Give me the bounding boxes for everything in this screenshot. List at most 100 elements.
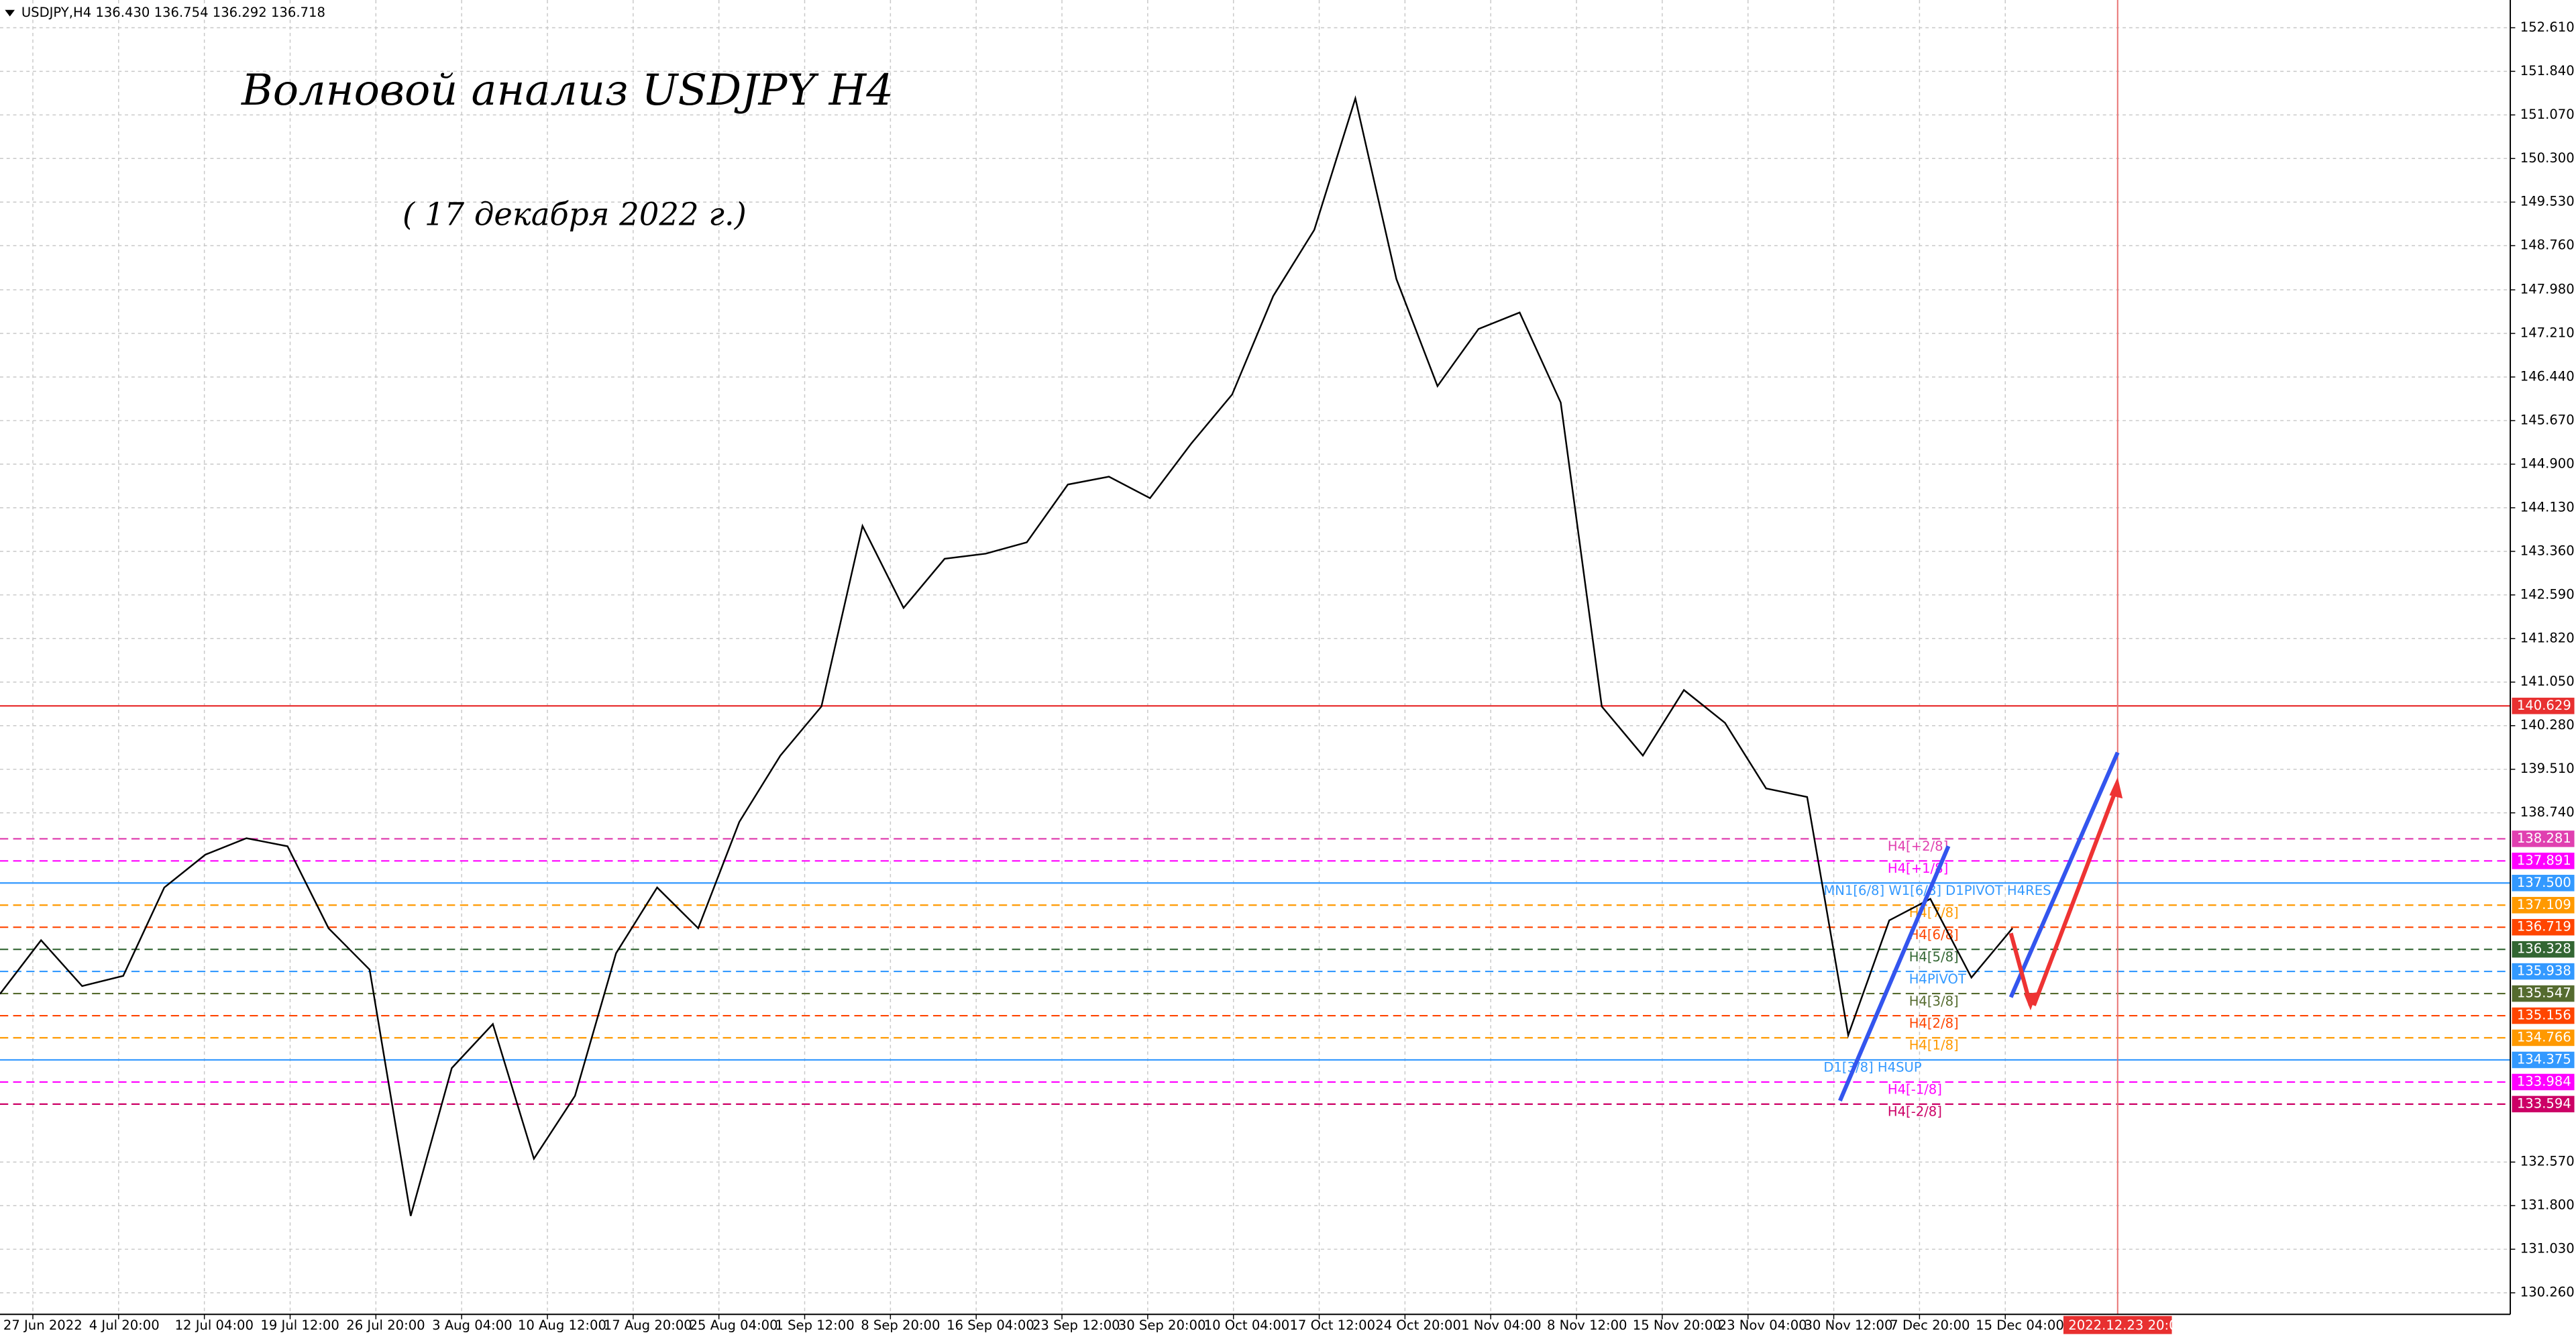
y-tick-label: 140.280 [2520, 717, 2575, 733]
level-name: H4[+1/8] [1888, 861, 1948, 876]
y-tick-label: 132.570 [2520, 1154, 2575, 1169]
x-tick-label: 10 Oct 04:00 [1204, 1318, 1290, 1333]
price-line [0, 95, 2013, 1216]
level-price-box [2512, 941, 2575, 958]
x-tick-label: 19 Jul 12:00 [260, 1318, 339, 1333]
x-tick-label: 15 Nov 20:00 [1633, 1318, 1721, 1333]
level-price: 136.719 [2517, 919, 2571, 934]
y-tick-label: 145.670 [2520, 412, 2575, 427]
y-tick-label: 151.070 [2520, 107, 2575, 122]
level-price-box [2512, 918, 2575, 936]
axes: 152.610 151.840 151.070 150.300 149.530 148.7… [3, 19, 2575, 1333]
level-name: H4[5/8] [1909, 949, 1959, 965]
level-price: 133.984 [2517, 1073, 2571, 1089]
level-price-box [2512, 1073, 2575, 1091]
y-tick-label: 130.260 [2520, 1285, 2575, 1300]
level-price: 137.109 [2517, 897, 2571, 912]
x-tick-label: 3 Aug 04:00 [432, 1318, 513, 1333]
y-tick-label: 146.440 [2520, 368, 2575, 384]
wave-line [2008, 751, 2120, 998]
level-name: H4[3/8] [1909, 994, 1959, 1009]
x-tick-label: 15 Dec 04:00 [1976, 1318, 2064, 1333]
level-price-box [2512, 831, 2575, 847]
y-tick-label: 139.510 [2520, 761, 2575, 776]
wave-arrow [2008, 932, 2033, 1006]
level-price-box [2512, 853, 2575, 869]
x-tick-label: 23 Sep 12:00 [1032, 1318, 1120, 1333]
x-tick-label: 1 Sep 12:00 [775, 1318, 854, 1333]
y-tick-label: 149.530 [2520, 194, 2575, 209]
y-tick-label: 131.800 [2520, 1197, 2575, 1213]
level-price-box [2512, 1095, 2575, 1113]
x-tick-label: 8 Sep 20:00 [861, 1318, 940, 1333]
subtitle: ( 17 декабря 2022 г.) [402, 196, 747, 232]
y-tick-label: 147.980 [2520, 282, 2575, 297]
level-name: H4[2/8] [1909, 1016, 1959, 1031]
y-tick-label: 152.610 [2520, 19, 2575, 35]
level-price-box [2512, 1007, 2575, 1024]
y-tick-label: 147.210 [2520, 325, 2575, 341]
wave-arrow [2031, 784, 2120, 1006]
level-price: 135.938 [2517, 963, 2571, 979]
y-tick-label: 143.360 [2520, 543, 2575, 558]
level-name: H4[1/8] [1909, 1038, 1959, 1053]
arrow-head [2109, 777, 2123, 799]
y-tick-label: 144.900 [2520, 456, 2575, 471]
y-tick-label: 142.590 [2520, 586, 2575, 602]
level-price-box [2512, 963, 2575, 980]
level-price: 140.629 [2517, 698, 2571, 713]
y-tick-label: 138.740 [2520, 804, 2575, 820]
x-tick-label: 26 Jul 20:00 [346, 1318, 425, 1333]
level-name: H4[-2/8] [1888, 1104, 1942, 1120]
x-tick-label: 25 Aug 04:00 [690, 1318, 778, 1333]
y-tick-label: 148.760 [2520, 237, 2575, 253]
level-price: 138.281 [2517, 831, 2571, 846]
level-name: MN1[6/8] W1[6/8] D1PIVOT H4RES [1823, 883, 2051, 898]
level-price: 137.891 [2517, 853, 2571, 868]
level-price: 134.375 [2517, 1051, 2571, 1067]
level-name: H4PIVOT [1909, 971, 1967, 987]
level-name: H4[-1/8] [1888, 1082, 1942, 1097]
x-tick-label: 7 Dec 20:00 [1890, 1318, 1970, 1333]
x-tick-label: 30 Sep 20:00 [1118, 1318, 1206, 1333]
level-price: 134.766 [2517, 1029, 2571, 1045]
y-tick-label: 144.130 [2520, 499, 2575, 515]
x-tick-label: 4 Jul 20:00 [89, 1318, 160, 1333]
level-price: 137.500 [2517, 875, 2571, 890]
y-tick-label: 131.030 [2520, 1241, 2575, 1256]
y-tick-label: 150.300 [2520, 150, 2575, 166]
x-tick-label: 1 Nov 04:00 [1461, 1318, 1542, 1333]
level-price: 135.156 [2517, 1008, 2571, 1023]
x-tick-label: 27 Jun 2022 [3, 1318, 83, 1333]
level-price-box [2512, 1029, 2575, 1047]
x-tick-label: 23 Nov 04:00 [1719, 1318, 1807, 1333]
x-tick-label: 24 Oct 20:00 [1375, 1318, 1461, 1333]
y-tick-label: 141.050 [2520, 674, 2575, 689]
cursor-time: 2022.12.23 20:00 [2068, 1318, 2186, 1333]
x-tick-label: 30 Nov 12:00 [1804, 1318, 1892, 1333]
level-price-box [2512, 875, 2575, 892]
level-price-box [2512, 698, 2575, 714]
level-price: 136.328 [2517, 941, 2571, 957]
menu-icon[interactable] [5, 9, 15, 17]
x-tick-label: 16 Sep 04:00 [947, 1318, 1034, 1333]
plot [0, 95, 2013, 1216]
x-tick-label: 8 Nov 12:00 [1547, 1318, 1627, 1333]
levels: H4[+2/8] H4[+1/8] MN1[6/8] W1[6/8] D1PIVOT… [0, 705, 2511, 1120]
level-price: 135.547 [2517, 985, 2571, 1001]
cursor-time-box [2063, 1316, 2172, 1334]
x-tick-label: 12 Jul 04:00 [175, 1318, 254, 1333]
x-tick-label: 17 Aug 20:00 [604, 1318, 692, 1333]
header: USDJPY,H4 136.430 136.754 136.292 136.71… [21, 5, 325, 20]
y-tick-label: 151.840 [2520, 63, 2575, 78]
level-price-box [2512, 897, 2575, 914]
level-name: H4[+2/8] [1888, 839, 1948, 854]
level-price: 133.594 [2517, 1095, 2571, 1111]
level-price-box [2512, 985, 2575, 1002]
wave-line [1838, 845, 1951, 1102]
title: Волновой анализ USDJPY H4 [241, 66, 894, 115]
level-price-box [2512, 1051, 2575, 1069]
y-tick-label: 141.820 [2520, 630, 2575, 645]
